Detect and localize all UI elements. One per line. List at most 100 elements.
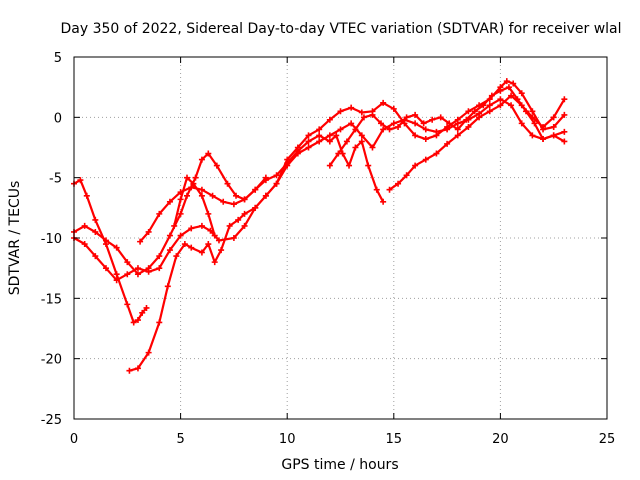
data-point xyxy=(252,186,259,193)
data-point xyxy=(346,162,353,169)
y-tick-label: -15 xyxy=(41,292,62,307)
y-tick-label: -10 xyxy=(41,232,62,247)
data-point xyxy=(134,365,141,372)
series-line xyxy=(139,176,267,243)
data-point xyxy=(508,92,515,99)
data-point xyxy=(213,162,220,169)
data-point xyxy=(113,271,120,278)
data-point xyxy=(77,177,84,184)
data-point xyxy=(218,247,225,254)
data-point xyxy=(226,222,233,229)
data-point xyxy=(444,140,451,147)
data-point xyxy=(412,120,419,127)
data-point xyxy=(224,180,231,187)
data-point xyxy=(333,132,340,139)
data-point xyxy=(241,222,248,229)
data-point xyxy=(183,192,190,199)
data-point xyxy=(211,259,218,266)
data-point xyxy=(326,138,333,145)
data-point xyxy=(215,237,222,244)
data-point xyxy=(497,102,504,109)
data-point xyxy=(143,304,150,311)
data-point xyxy=(124,271,131,278)
data-point xyxy=(305,144,312,151)
data-point xyxy=(316,126,323,133)
data-point xyxy=(550,123,557,130)
data-point xyxy=(166,198,173,205)
data-point xyxy=(113,277,120,284)
data-point xyxy=(422,126,429,133)
y-tick-label: 0 xyxy=(54,111,62,126)
data-point xyxy=(433,150,440,157)
data-series xyxy=(71,177,150,326)
data-point xyxy=(81,241,88,248)
data-point xyxy=(497,96,504,103)
data-point xyxy=(241,196,248,203)
data-point xyxy=(488,92,495,99)
data-point xyxy=(444,126,451,133)
data-point xyxy=(476,114,483,121)
data-point xyxy=(358,109,365,116)
data-point xyxy=(326,162,333,169)
data-point xyxy=(102,265,109,272)
data-point xyxy=(373,186,380,193)
data-point xyxy=(205,241,212,248)
data-point xyxy=(437,114,444,121)
y-tick-label: 5 xyxy=(54,51,62,66)
data-point xyxy=(561,111,568,118)
data-point xyxy=(465,123,472,130)
data-point xyxy=(503,78,510,85)
data-series xyxy=(386,92,568,193)
data-point xyxy=(139,309,146,316)
data-point xyxy=(561,138,568,145)
data-point xyxy=(369,111,376,118)
data-point xyxy=(446,120,453,127)
data-point xyxy=(305,132,312,139)
series-line xyxy=(72,179,148,324)
data-point xyxy=(326,116,333,123)
data-point xyxy=(134,271,141,278)
data-point xyxy=(145,228,152,235)
data-point xyxy=(352,126,359,133)
data-series xyxy=(171,174,218,239)
x-tick-label: 20 xyxy=(492,432,509,447)
data-point xyxy=(164,283,171,290)
data-point xyxy=(348,104,355,111)
data-point xyxy=(561,128,568,135)
data-point xyxy=(188,184,195,191)
data-point xyxy=(335,150,342,157)
data-point xyxy=(205,150,212,157)
data-point xyxy=(360,114,367,121)
data-point xyxy=(465,108,472,115)
data-point xyxy=(183,174,190,181)
data-point xyxy=(145,349,152,356)
data-point xyxy=(83,192,90,199)
data-point xyxy=(380,99,387,106)
y-tick-label: -20 xyxy=(41,353,62,368)
grid-lines xyxy=(74,57,607,419)
data-series xyxy=(137,174,269,245)
data-point xyxy=(156,319,163,326)
x-tick-label: 10 xyxy=(279,432,296,447)
data-point xyxy=(177,196,184,203)
data-point xyxy=(102,237,109,244)
data-point xyxy=(480,102,487,109)
data-point xyxy=(412,132,419,139)
data-point xyxy=(540,123,547,130)
data-point xyxy=(540,136,547,143)
data-point xyxy=(497,87,504,94)
data-point xyxy=(316,132,323,139)
data-point xyxy=(124,259,131,266)
series-layer xyxy=(71,78,568,374)
data-point xyxy=(145,265,152,272)
data-point xyxy=(326,132,333,139)
data-point xyxy=(294,150,301,157)
data-point xyxy=(252,204,259,211)
data-point xyxy=(454,126,461,133)
data-point xyxy=(412,111,419,118)
y-tick-label: -5 xyxy=(49,172,62,187)
data-point xyxy=(92,253,99,260)
data-point xyxy=(235,216,242,223)
data-point xyxy=(522,108,529,115)
data-point xyxy=(529,132,536,139)
